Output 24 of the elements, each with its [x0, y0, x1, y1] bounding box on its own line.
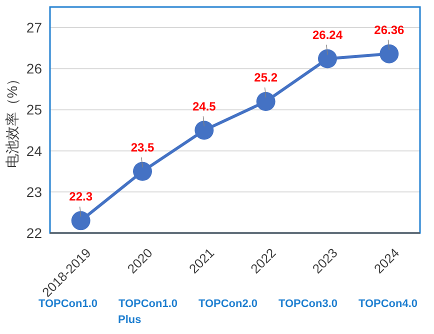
- y-tick-label: 27: [26, 20, 42, 36]
- text: TOPCon1.0: [38, 298, 98, 310]
- y-axis-title: 电池效率（%）: [4, 72, 20, 168]
- text: TOPCon1.0 Plus: [118, 298, 178, 326]
- point: [71, 211, 90, 230]
- data-label: 23.5: [130, 140, 154, 154]
- y-tick-label: 22: [26, 225, 42, 241]
- data-label: 25.2: [254, 70, 278, 85]
- data-label: 22.3: [69, 190, 93, 204]
- data-label: 24.5: [192, 99, 216, 114]
- y-tick-label: 25: [26, 102, 42, 118]
- data-label: 26.36: [374, 22, 405, 37]
- y-tick-label: 23: [26, 184, 42, 200]
- point: [318, 49, 337, 68]
- y-tick-label: 24: [26, 142, 42, 159]
- point: [380, 44, 399, 64]
- text: TOPCon4.0: [358, 298, 418, 310]
- point: [194, 120, 214, 140]
- point: [133, 162, 152, 181]
- text: TOPCon3.0: [278, 298, 338, 310]
- data-label: 26.24: [312, 28, 343, 42]
- point: [256, 92, 276, 112]
- y-tick-label: 26: [26, 60, 42, 77]
- text: TOPCon2.0: [198, 298, 258, 310]
